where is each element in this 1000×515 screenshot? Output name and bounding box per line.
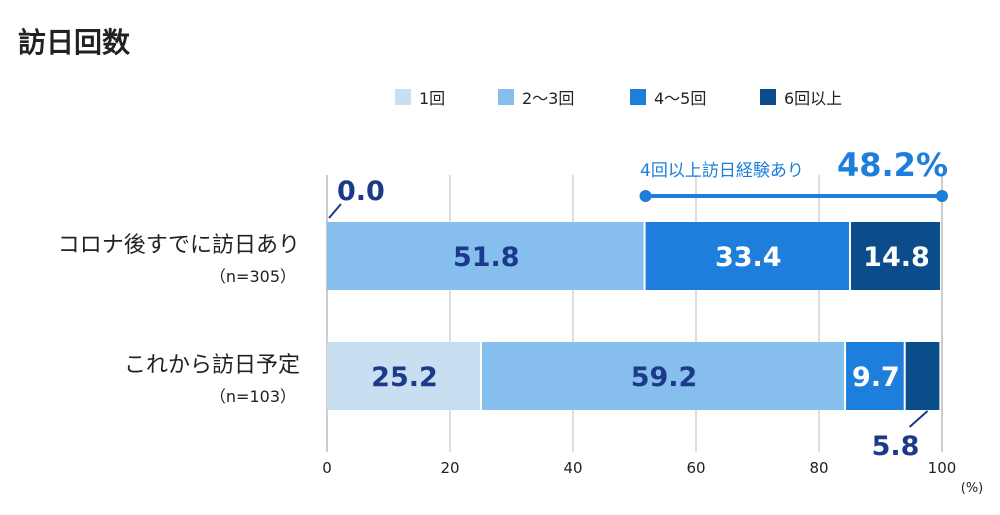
legend-swatch (498, 89, 514, 105)
legend-swatch (395, 89, 411, 105)
data-label: 25.2 (371, 362, 438, 393)
x-tick-label: 100 (928, 459, 957, 477)
x-tick-label: 40 (563, 459, 582, 477)
x-tick-label: 60 (686, 459, 705, 477)
legend-label: 2〜3回 (522, 89, 574, 108)
legend-label: 1回 (419, 89, 445, 108)
category-sub-label: （n=305） (210, 267, 296, 286)
data-label: 9.7 (852, 362, 900, 393)
chart-title: 訪日回数 (18, 26, 131, 59)
leader-line (328, 203, 342, 219)
data-label: 33.4 (715, 242, 782, 273)
leader-line (908, 410, 929, 428)
bar-segment (327, 342, 480, 410)
x-tick-label: 80 (809, 459, 828, 477)
legend-swatch (630, 89, 646, 105)
x-unit-label: (%) (961, 481, 984, 496)
category-label: コロナ後すでに訪日あり (58, 233, 300, 258)
bar-segment (645, 222, 849, 290)
legend-label: 4〜5回 (654, 89, 706, 108)
bar-segment (846, 342, 904, 410)
bar-segment (481, 342, 845, 410)
bar-segment (327, 222, 644, 290)
annotation-value: 48.2% (837, 146, 948, 184)
legend-swatch (760, 89, 776, 105)
data-label: 5.8 (872, 431, 920, 462)
annotation-text: 4回以上訪日経験あり (640, 161, 804, 181)
data-label: 51.8 (453, 242, 520, 273)
data-label: 14.8 (863, 242, 930, 273)
data-label: 0.0 (337, 176, 385, 207)
data-label: 59.2 (631, 362, 698, 393)
bar-segment (850, 222, 940, 290)
x-tick-label: 20 (440, 459, 459, 477)
legend-label: 6回以上 (784, 89, 842, 108)
annotation-endpoint (936, 190, 948, 202)
category-label: これから訪日予定 (124, 353, 300, 378)
annotation-endpoint (639, 190, 652, 202)
category-sub-label: （n=103） (210, 387, 296, 406)
x-tick-label: 0 (322, 459, 332, 477)
bar-segment (905, 342, 940, 410)
